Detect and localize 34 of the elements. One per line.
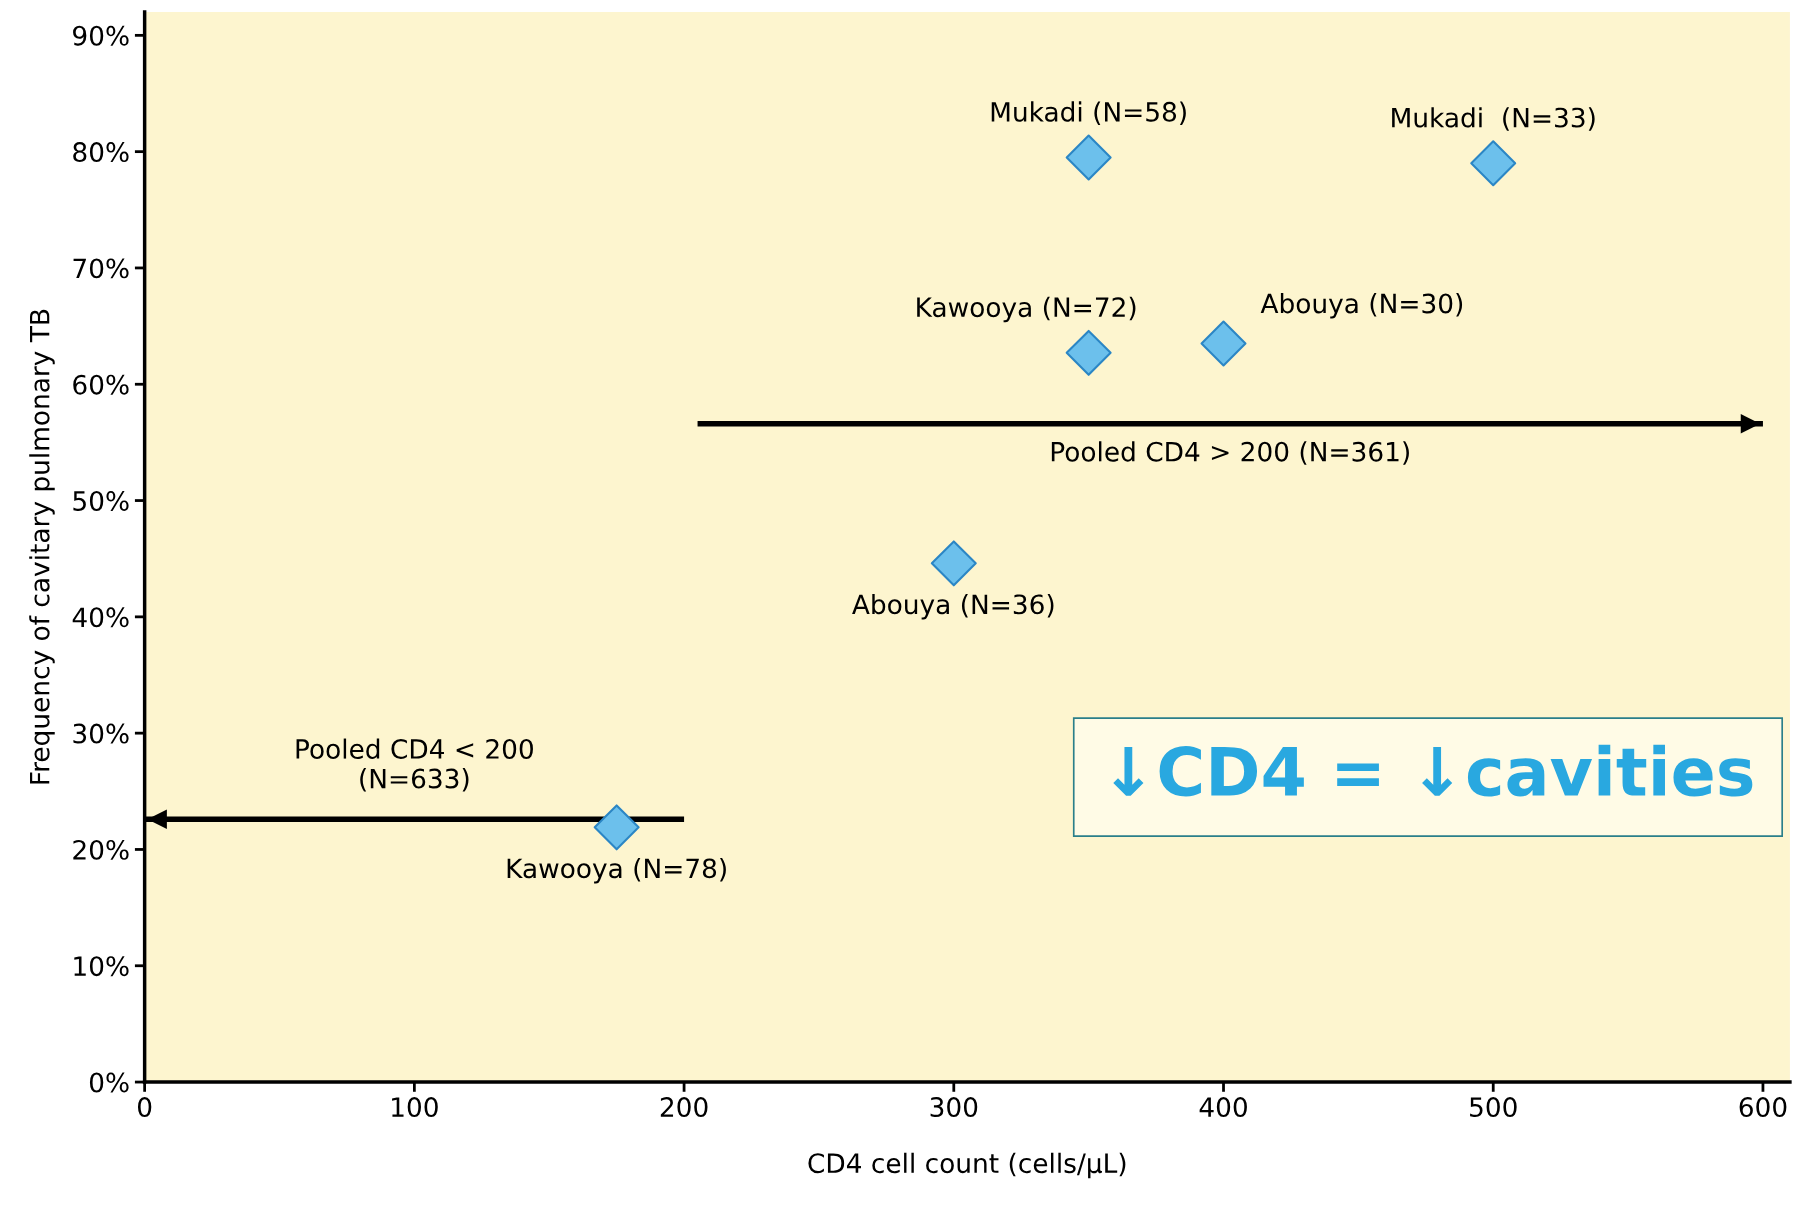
series-label: Pooled CD4 < 200 (N=633) <box>296 738 533 792</box>
annotation: Kawooya (N=72) <box>917 296 1136 323</box>
point <box>1065 134 1112 181</box>
y-tick-label: 0% <box>89 1072 129 1093</box>
point <box>1200 320 1247 367</box>
y-tick-label: 40% <box>72 607 129 628</box>
x-tick-label: 500 <box>1470 1097 1517 1118</box>
x-tick-label: 100 <box>392 1097 438 1118</box>
annotation: Abouya (N=36) <box>852 593 1054 620</box>
x-tick-label: 600 <box>1739 1097 1787 1118</box>
x-tick-label: 400 <box>1199 1097 1247 1118</box>
y-axis-title: Frequency of cavitary pulmonary TB <box>29 309 55 784</box>
annotation: ↓CD4 = ↓cavities <box>1113 744 1753 797</box>
annotation: Kawooya (N=78) <box>507 857 726 884</box>
point <box>1065 329 1112 376</box>
y-tick-label: 20% <box>73 839 129 860</box>
annotation: Abouya (N=30) <box>1260 293 1463 319</box>
point <box>930 540 977 587</box>
series-label: Pooled CD4 > 200 (N=361) <box>1051 441 1409 465</box>
x-tick-label: 300 <box>930 1097 978 1118</box>
point <box>1470 140 1517 187</box>
y-tick-label: 80% <box>73 142 129 163</box>
y-tick-label: 10% <box>74 956 129 977</box>
y-tick-label: 70% <box>73 258 129 279</box>
x-axis-title: CD4 cell count (cells/µL) <box>808 1152 1126 1179</box>
y-tick-label: 60% <box>73 374 129 395</box>
x-tick-label: 200 <box>660 1097 708 1118</box>
y-tick-label: 50% <box>73 490 129 511</box>
y-tick-label: 30% <box>73 723 129 744</box>
annotation: Mukadi (N=58) <box>991 101 1186 125</box>
x-tick-label: 0 <box>137 1097 152 1118</box>
y-tick-label: 90% <box>73 25 129 46</box>
annotation: Mukadi (N=33) <box>1392 107 1595 131</box>
point <box>593 804 640 851</box>
